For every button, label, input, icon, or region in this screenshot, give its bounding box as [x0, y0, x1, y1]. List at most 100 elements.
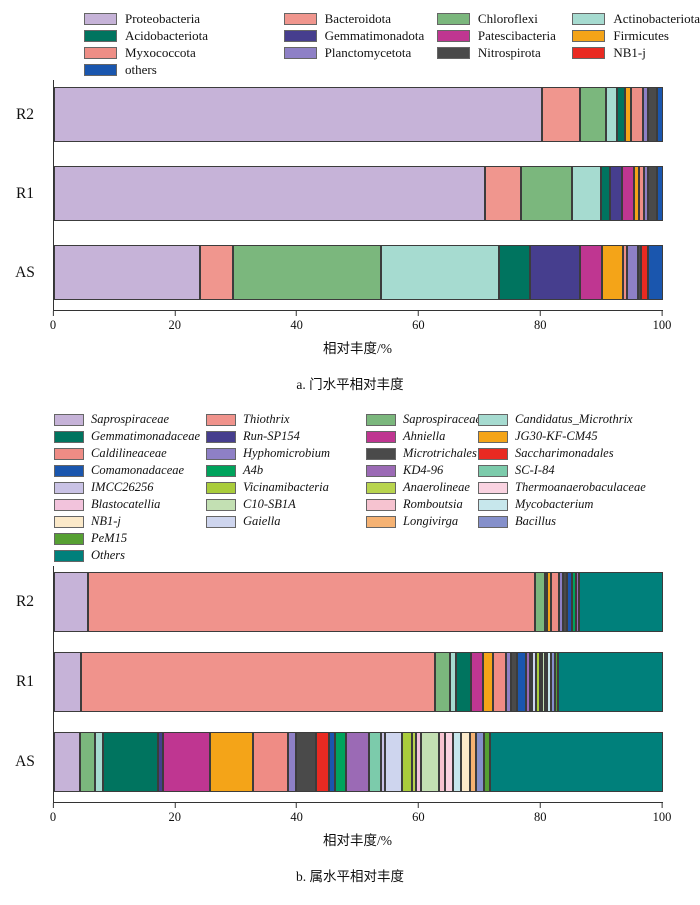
segment-Microtrichales — [510, 652, 518, 712]
legend-item-Proteobacteria: Proteobacteria — [84, 10, 284, 27]
x-tick-80: 80 — [534, 311, 547, 333]
segment-Comamonadaceae — [517, 652, 527, 712]
segment-Blastocatellia — [415, 732, 422, 792]
category-label-R1: R1 — [15, 184, 35, 202]
segment-Caldilineaceae — [550, 572, 560, 632]
legend-item-others: others — [84, 61, 284, 78]
legend-label: Comamonadaceae — [91, 463, 185, 478]
Thiothrix-swatch-icon — [206, 413, 236, 426]
Vicinamibacteria-swatch-icon — [206, 481, 236, 494]
Thermoanaerobaculaceae-swatch-icon — [478, 481, 508, 494]
legend-label: Thiothrix — [243, 412, 290, 427]
legend-column: Saprospiraceae Gemmatimonadaceae Caldiline… — [54, 411, 206, 564]
genus-chart: Saprospiraceae Gemmatimonadaceae Caldiline… — [0, 401, 700, 885]
NB1-j-swatch-icon — [572, 46, 606, 59]
segment-Planctomycetota — [643, 87, 649, 142]
legend-label: Firmicutes — [613, 28, 669, 43]
legend-item-Others: Others — [54, 547, 206, 564]
legend-item-Caldilineaceae: Caldilineaceae — [54, 445, 206, 462]
segment-Candidatus_Microthrix — [94, 732, 104, 792]
segment-Actinobacteriota — [381, 245, 499, 300]
segment-Saprospiraceae_g — [535, 572, 545, 632]
SC-I-84-swatch-icon — [478, 464, 508, 477]
x-tick-60: 60 — [412, 311, 425, 333]
legend-column: Candidatus_Microthrix JG30-KF-CM45 Sacchar… — [478, 411, 646, 530]
legend-label: Saccharimonadales — [515, 446, 614, 461]
legend-item-JG30-KF-CM45: JG30-KF-CM45 — [478, 428, 646, 445]
genus-caption: b. 属水平相对丰度 — [296, 869, 404, 884]
bar-row-AS: AS — [15, 732, 663, 792]
segment-Myxococcota — [631, 87, 644, 142]
bar-row-R2: R2 — [16, 572, 663, 632]
category-label-AS: AS — [15, 753, 35, 770]
segment-Vicinamibacteria — [535, 652, 540, 712]
legend-item-Gaiella: Gaiella — [206, 513, 366, 530]
legend-item-Planctomycetota: Planctomycetota — [283, 44, 437, 61]
Gemmatimonadaceae-swatch-icon — [54, 430, 84, 443]
segment-Acidobacteriota — [498, 245, 530, 300]
legend-item-Myxococcota: Myxococcota — [84, 44, 284, 61]
legend-label: KD4-96 — [403, 463, 444, 478]
x-tick-40: 40 — [290, 311, 303, 333]
phylum-plot-area: R2 R1 AS — [15, 80, 663, 311]
legend-item-PeM15: PeM15 — [54, 530, 206, 547]
segment-Comamonadaceae — [328, 732, 335, 792]
Saccharimonadales-swatch-icon — [478, 447, 508, 460]
C10-SB1A-swatch-icon — [206, 498, 236, 511]
segment-Gemmatimonadaceae — [103, 732, 159, 792]
bar-row-R1: R1 — [16, 166, 663, 221]
Patescibacteria-swatch-icon — [436, 29, 470, 42]
segment-Vicinamibacteria — [401, 732, 412, 792]
Run-SP154-swatch-icon — [206, 430, 236, 443]
legend-label: Blastocatellia — [91, 497, 161, 512]
NB1-j_g-swatch-icon — [54, 515, 84, 528]
legend-label: Planctomycetota — [324, 45, 412, 60]
segment-Mycobacterium — [547, 652, 551, 712]
Chloroflexi-swatch-icon — [436, 12, 470, 25]
segment-Saprospiraceae_f — [54, 652, 82, 712]
segment-Others — [558, 652, 663, 712]
legend-label: Caldilineaceae — [91, 446, 167, 461]
Myxococcota-swatch-icon — [84, 46, 117, 59]
Others-swatch-icon — [54, 549, 84, 562]
segment-Actinobacteriota — [605, 87, 617, 142]
segment-Saprospiraceae_f — [54, 572, 89, 632]
segment-Ahniella — [162, 732, 211, 792]
segment-Nitrospirota — [637, 245, 641, 300]
stacked-bar-AS — [54, 732, 663, 792]
genus-plot-area: R2 R1 AS — [15, 566, 663, 803]
phylum-caption: a. 门水平相对丰度 — [296, 377, 404, 392]
segment-Bacteroidota — [199, 245, 234, 300]
stacked-bar-AS — [54, 245, 663, 300]
category-label-R1: R1 — [15, 673, 35, 690]
segment-Gaiella — [384, 732, 402, 792]
segment-Romboutsia — [439, 732, 446, 792]
segment-PeM15 — [484, 732, 491, 792]
segment-NB1-j_g — [461, 732, 471, 792]
segment-C10-SB1A — [421, 732, 440, 792]
legend-column: Chloroflexi Patescibacteria Nitrospirota — [436, 10, 572, 61]
legend-label: Thermoanaerobaculaceae — [515, 480, 646, 495]
legend-label: Longivirga — [403, 514, 459, 529]
legend-column: Bacteroidota Gemmatimonadota Planctomyceto… — [283, 10, 437, 61]
segment-JG30-KF-CM45 — [482, 652, 494, 712]
legend-label: Vicinamibacteria — [243, 480, 329, 495]
segment-Chloroflexi — [579, 87, 606, 142]
figure: Proteobacteria Acidobacteriota Myxococcota… — [0, 0, 700, 885]
legend-item-Hyphomicrobium: Hyphomicrobium — [206, 445, 366, 462]
segment-Comamonadaceae — [566, 572, 572, 632]
segment-A4b — [571, 572, 576, 632]
segment-Caldilineaceae — [253, 732, 289, 792]
phylum-chart: Proteobacteria Acidobacteriota Myxococcota… — [0, 6, 700, 393]
legend-item-C10-SB1A: C10-SB1A — [206, 496, 366, 513]
segment-Proteobacteria — [54, 245, 200, 300]
segment-others — [657, 166, 663, 221]
legend-item-Ahniella: Ahniella — [366, 428, 478, 445]
segment-IMCC26256 — [529, 652, 532, 712]
segment-Gemmatimonadota — [529, 245, 580, 300]
segment-Chloroflexi — [521, 166, 572, 221]
phylum-legend: Proteobacteria Acidobacteriota Myxococcota… — [0, 6, 700, 80]
segment-A4b — [334, 732, 347, 792]
KD4-96-swatch-icon — [366, 464, 396, 477]
segment-SC-I-84 — [369, 732, 381, 792]
